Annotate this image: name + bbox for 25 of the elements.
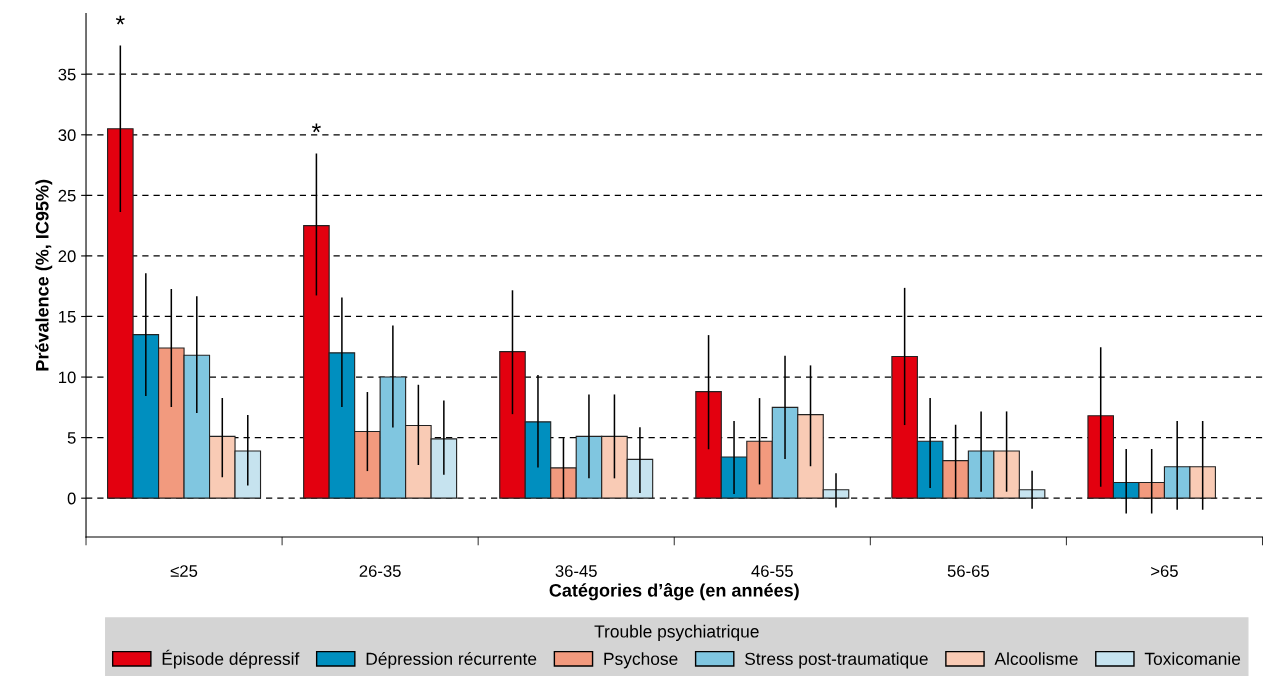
x-tick-label: 26-35 — [359, 565, 401, 577]
legend-title: Trouble psychiatrique — [594, 624, 759, 642]
x-axis-title: Catégories d’âge (en années) — [549, 583, 799, 601]
x-tick-label: 56-65 — [947, 565, 989, 577]
x-tick-label: ≤25 — [170, 565, 198, 577]
y-tick-label: 25 — [58, 189, 76, 202]
legend-label: Alcoolisme — [994, 652, 1078, 665]
legend-label: Toxicomanie — [1144, 652, 1241, 665]
legend-label: Dépression récurrente — [366, 651, 537, 669]
legend-label: Épisode dépressif — [162, 649, 300, 669]
annotation: * — [311, 123, 321, 133]
x-tick-label: 36-45 — [555, 565, 597, 577]
y-tick-label: 35 — [58, 68, 76, 81]
legend-label: Psychose — [604, 652, 678, 669]
legend-label: Stress post-traumatique — [745, 652, 928, 669]
y-tick-label: 30 — [58, 129, 76, 142]
y-tick-label: 5 — [67, 432, 76, 444]
annotation: * — [115, 15, 125, 25]
y-tick-label: 15 — [59, 311, 76, 323]
y-tick-label: 0 — [67, 492, 76, 505]
x-tick-label: >65 — [1151, 565, 1178, 577]
y-tick-label: 20 — [58, 250, 76, 263]
y-tick-label: 10 — [59, 371, 76, 384]
x-tick-label: 46-55 — [751, 565, 793, 577]
y-axis-title: Prévalence (%, IC95%) — [35, 179, 53, 371]
